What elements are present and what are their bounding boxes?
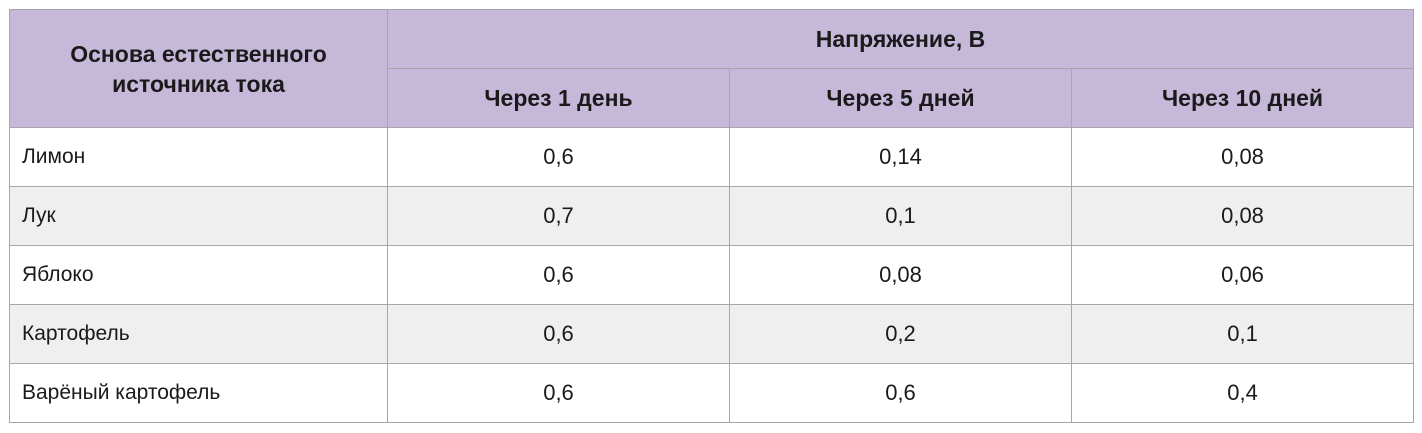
table-row: Яблоко 0,6 0,08 0,06 xyxy=(9,245,1415,305)
row-label: Яблоко xyxy=(9,245,388,305)
table-cell: 0,08 xyxy=(1070,127,1415,187)
table-cell: 0,1 xyxy=(1070,304,1415,364)
table-cell: 0,06 xyxy=(1070,245,1415,305)
data-table: Основа естественного источника тока Напр… xyxy=(9,9,1415,423)
table-cell: 0,6 xyxy=(387,245,730,305)
table-head: Основа естественного источника тока Напр… xyxy=(9,9,1415,128)
table-row: Лук 0,7 0,1 0,08 xyxy=(9,186,1415,246)
table-cell: 0,4 xyxy=(1070,363,1415,423)
row-label: Варёный картофель xyxy=(9,363,388,423)
table-cell: 0,7 xyxy=(387,186,730,246)
table-cell: 0,14 xyxy=(729,127,1072,187)
header-cell: Через 5 дней xyxy=(729,68,1072,128)
table-row: Картофель 0,6 0,2 0,1 xyxy=(9,304,1415,364)
header-cell: Через 1 день xyxy=(387,68,730,128)
table-cell: 0,6 xyxy=(729,363,1072,423)
header-cell: Через 10 дней xyxy=(1070,68,1415,128)
table-body: Лимон 0,6 0,14 0,08 Лук 0,7 0,1 0,08 Яблоко 0,6 0,… xyxy=(9,127,1415,423)
row-label: Лимон xyxy=(9,127,388,187)
table-cell: 0,6 xyxy=(387,304,730,364)
table-cell: 0,08 xyxy=(1070,186,1415,246)
row-label: Лук xyxy=(9,186,388,246)
table-cell: 0,6 xyxy=(387,363,730,423)
header-cell: Основа естественного источника тока xyxy=(9,9,388,128)
header-row: Через 1 день Через 5 дней Через 10 дней xyxy=(10,68,1415,128)
table-cell: 0,6 xyxy=(387,127,730,187)
table-cell: 0,2 xyxy=(729,304,1072,364)
header-row: Основа естественного источника тока Напр… xyxy=(9,9,1415,128)
table-row: Лимон 0,6 0,14 0,08 xyxy=(9,127,1415,187)
header-group: Напряжение, В xyxy=(386,9,1415,69)
table-cell: 0,08 xyxy=(729,245,1072,305)
table-row: Варёный картофель 0,6 0,6 0,4 xyxy=(9,363,1415,423)
table-cell: 0,1 xyxy=(729,186,1072,246)
row-label: Картофель xyxy=(9,304,388,364)
